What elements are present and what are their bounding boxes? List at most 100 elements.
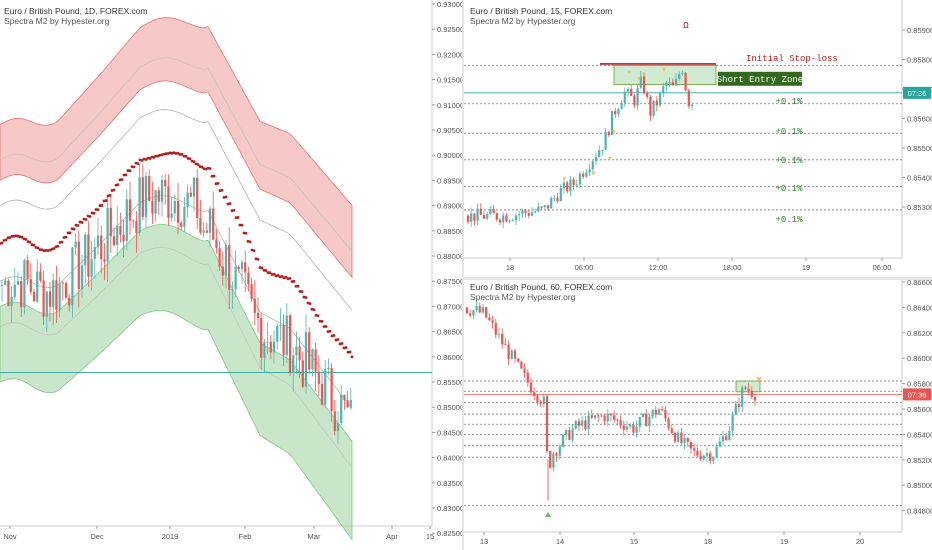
candle-body bbox=[279, 324, 282, 326]
candle-body bbox=[501, 333, 504, 345]
candle-body bbox=[470, 213, 473, 222]
time-tick-label: 20 bbox=[856, 537, 864, 546]
ma-dot bbox=[136, 162, 140, 166]
candle-body bbox=[639, 76, 642, 88]
symbol-title: Euro / British Pound, 15, FOREX.com bbox=[470, 6, 613, 16]
candle-body bbox=[276, 325, 279, 342]
ma-dot bbox=[260, 266, 264, 270]
candle-body bbox=[603, 415, 606, 422]
candle-body bbox=[301, 360, 304, 387]
candle-body bbox=[648, 416, 651, 427]
candle-body bbox=[633, 95, 636, 106]
ma-dot bbox=[44, 249, 48, 252]
candle-body bbox=[218, 248, 221, 267]
time-tick-label: 06:00 bbox=[873, 263, 892, 272]
ma-dot bbox=[32, 243, 36, 247]
chart-canvas-daily[interactable]: 0.93000 0.92500 0.92000 0.91500 0.91000 0.905… bbox=[0, 0, 462, 550]
candle-body bbox=[87, 234, 90, 277]
target-label: +0.1% bbox=[775, 215, 803, 225]
candle-body bbox=[601, 149, 604, 151]
ma-dot bbox=[320, 319, 324, 323]
candle-body bbox=[581, 420, 584, 426]
candle-body bbox=[607, 131, 610, 136]
signal-arrow bbox=[562, 177, 566, 181]
candle-body bbox=[558, 446, 561, 456]
chart-canvas-15m[interactable]: 0.859000.858000.857000.856000.855000.854… bbox=[464, 0, 932, 277]
price-tick-label: 0.92000 bbox=[437, 50, 462, 59]
candle-body bbox=[253, 298, 256, 313]
ma-dot bbox=[88, 215, 92, 218]
entry-zone-label: Short Entry Zone bbox=[717, 75, 803, 85]
ma-dot bbox=[52, 247, 56, 250]
ma-dot bbox=[128, 169, 132, 173]
signal-arrow bbox=[662, 68, 666, 72]
candle-body bbox=[116, 225, 119, 245]
ma-dot bbox=[4, 238, 8, 242]
candle-body bbox=[649, 96, 652, 116]
candle-body bbox=[629, 424, 632, 427]
panel-divider-vertical[interactable] bbox=[462, 0, 464, 550]
indicator-name: Spectra M2 by Hypester.org bbox=[470, 16, 576, 26]
ma-dot bbox=[208, 167, 212, 170]
candle-body bbox=[489, 209, 492, 214]
candle-body bbox=[196, 177, 199, 218]
candle-body bbox=[479, 208, 482, 215]
candle-body bbox=[199, 217, 202, 233]
candle-body bbox=[100, 235, 103, 260]
price-tick-label: 0.88000 bbox=[437, 252, 462, 261]
candle-body bbox=[550, 198, 553, 209]
upper-band-area bbox=[0, 17, 353, 279]
candle-body bbox=[540, 206, 543, 208]
candle-body bbox=[42, 280, 45, 317]
ma-dot bbox=[272, 272, 276, 276]
chart-canvas-60m[interactable]: 0.86600 0.86400 0.86200 0.86000 0.85800 0.856… bbox=[464, 280, 932, 550]
ma-dot bbox=[248, 240, 252, 244]
panel-divider-horizontal[interactable] bbox=[464, 277, 932, 280]
ma-dot bbox=[200, 165, 204, 169]
price-tick-label: 0.85200 bbox=[907, 456, 932, 465]
candle-body bbox=[308, 332, 311, 370]
ma-dot bbox=[266, 271, 270, 275]
candle-body bbox=[553, 197, 556, 199]
chart-panel-60m[interactable]: 0.86600 0.86400 0.86200 0.86000 0.85800 0.856… bbox=[464, 280, 932, 550]
ma-dot bbox=[344, 346, 348, 349]
candle-body bbox=[683, 438, 686, 444]
price-tick-label: 0.85600 bbox=[907, 405, 932, 414]
price-tick-label: 0.83500 bbox=[437, 479, 462, 488]
ma-dot bbox=[112, 188, 116, 192]
candle-body bbox=[317, 371, 320, 384]
ma-dot bbox=[212, 174, 216, 178]
candle-body bbox=[517, 358, 520, 362]
chart-panel-daily[interactable]: 0.93000 0.92500 0.92000 0.91500 0.91000 0.905… bbox=[0, 0, 462, 550]
ma-dot bbox=[240, 223, 244, 227]
candle-body bbox=[674, 78, 678, 86]
candle-body bbox=[715, 446, 718, 458]
candle-body bbox=[10, 297, 13, 306]
candle-body bbox=[721, 436, 725, 442]
ma-dot bbox=[20, 235, 24, 239]
candle-body bbox=[571, 428, 574, 440]
candle-body bbox=[202, 230, 205, 233]
chart-panel-15m[interactable]: 0.859000.858000.857000.856000.855000.854… bbox=[464, 0, 932, 277]
candle-body bbox=[610, 111, 614, 136]
candle-body bbox=[502, 215, 505, 223]
ma-dot bbox=[98, 204, 102, 207]
candle-body bbox=[641, 413, 645, 418]
candle-body bbox=[148, 176, 151, 202]
candle-body bbox=[13, 284, 16, 298]
candle-body bbox=[582, 173, 585, 177]
candle-body bbox=[256, 312, 260, 319]
candle-body bbox=[23, 259, 26, 308]
candle-body bbox=[333, 411, 336, 431]
candle-body bbox=[475, 306, 478, 311]
candle-body bbox=[176, 200, 180, 223]
candle-body bbox=[728, 430, 731, 440]
signal-arrow bbox=[627, 71, 631, 75]
candle-body bbox=[737, 403, 741, 408]
candle-body bbox=[556, 197, 559, 202]
candle-body bbox=[189, 192, 192, 197]
candle-body bbox=[655, 100, 658, 106]
candle-body bbox=[482, 214, 486, 219]
target-label: +0.1% bbox=[775, 97, 803, 107]
price-badge-label: 07:36 bbox=[908, 89, 927, 98]
